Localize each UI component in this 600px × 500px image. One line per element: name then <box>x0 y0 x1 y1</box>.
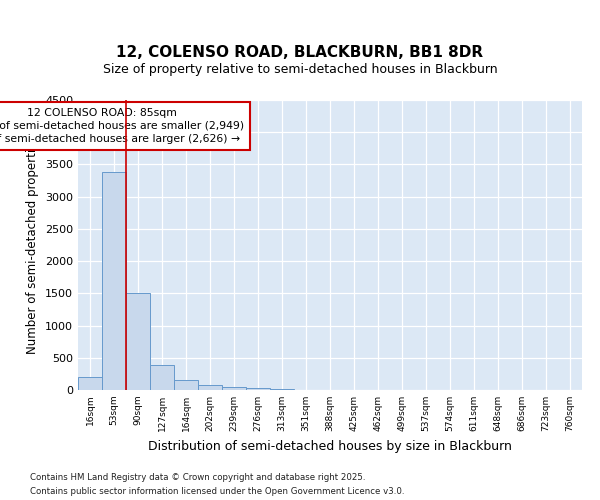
Bar <box>78 377 102 390</box>
Bar <box>222 387 246 390</box>
Bar <box>270 389 294 390</box>
Text: 12, COLENSO ROAD, BLACKBURN, BB1 8DR: 12, COLENSO ROAD, BLACKBURN, BB1 8DR <box>116 45 484 60</box>
Bar <box>102 172 126 390</box>
Bar <box>198 385 222 390</box>
Text: Contains HM Land Registry data © Crown copyright and database right 2025.: Contains HM Land Registry data © Crown c… <box>30 473 365 482</box>
Text: Contains public sector information licensed under the Open Government Licence v3: Contains public sector information licen… <box>30 486 404 496</box>
Bar <box>174 380 198 390</box>
X-axis label: Distribution of semi-detached houses by size in Blackburn: Distribution of semi-detached houses by … <box>148 440 512 452</box>
Bar <box>126 294 150 390</box>
Text: 12 COLENSO ROAD: 85sqm
← 52% of semi-detached houses are smaller (2,949)
46% of : 12 COLENSO ROAD: 85sqm ← 52% of semi-det… <box>0 108 245 144</box>
Bar <box>246 388 270 390</box>
Bar <box>150 365 174 390</box>
Text: Size of property relative to semi-detached houses in Blackburn: Size of property relative to semi-detach… <box>103 62 497 76</box>
Y-axis label: Number of semi-detached properties: Number of semi-detached properties <box>26 136 40 354</box>
